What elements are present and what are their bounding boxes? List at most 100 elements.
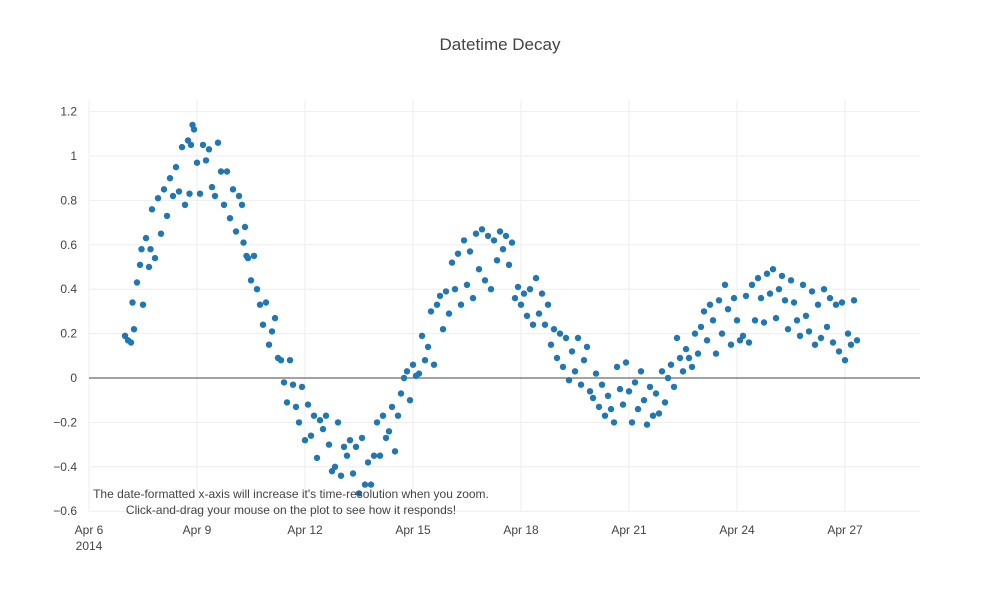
data-point bbox=[655, 410, 663, 417]
data-point bbox=[301, 437, 309, 444]
data-point bbox=[733, 317, 741, 324]
data-point bbox=[280, 379, 288, 386]
data-point bbox=[187, 141, 195, 149]
y-tick-label: 1.2 bbox=[60, 105, 77, 119]
x-tick-label: Apr 24 bbox=[719, 523, 755, 537]
data-point bbox=[646, 383, 654, 391]
data-point bbox=[538, 290, 546, 297]
data-point bbox=[775, 286, 783, 293]
data-point bbox=[556, 330, 564, 337]
data-point bbox=[262, 299, 270, 306]
data-point bbox=[394, 412, 402, 419]
data-point bbox=[640, 397, 648, 404]
data-point bbox=[304, 401, 312, 408]
data-point bbox=[571, 368, 579, 375]
data-point bbox=[460, 237, 468, 244]
data-point bbox=[691, 330, 699, 337]
y-tick-label: 0.2 bbox=[60, 327, 77, 341]
data-point bbox=[838, 299, 846, 306]
data-point bbox=[151, 254, 159, 262]
data-point bbox=[544, 301, 552, 308]
data-point bbox=[472, 230, 480, 237]
data-point bbox=[130, 326, 138, 333]
data-point bbox=[610, 419, 618, 426]
data-point bbox=[505, 261, 513, 268]
data-point bbox=[349, 470, 357, 477]
y-tick-label: 0.8 bbox=[60, 193, 77, 207]
data-point bbox=[586, 388, 594, 395]
data-point bbox=[337, 472, 345, 479]
data-point bbox=[511, 294, 519, 302]
data-point bbox=[502, 232, 510, 240]
data-point bbox=[202, 157, 210, 164]
data-point bbox=[346, 437, 354, 444]
data-point bbox=[547, 341, 555, 348]
data-point bbox=[397, 390, 405, 397]
data-point bbox=[721, 281, 729, 288]
data-point bbox=[169, 192, 177, 200]
data-point bbox=[772, 314, 780, 322]
data-point bbox=[619, 401, 627, 408]
data-point bbox=[799, 281, 807, 288]
data-point bbox=[439, 326, 447, 333]
data-point bbox=[241, 223, 249, 231]
x-tick-label: Apr 6 bbox=[75, 523, 104, 537]
data-point bbox=[295, 419, 303, 426]
x-tick-sublabel: 2014 bbox=[76, 539, 103, 553]
data-point bbox=[559, 363, 567, 371]
data-point bbox=[595, 403, 603, 411]
data-point bbox=[706, 301, 714, 308]
data-point bbox=[631, 379, 639, 386]
data-point bbox=[508, 239, 516, 246]
data-point bbox=[415, 370, 423, 377]
data-point bbox=[229, 186, 237, 193]
data-point bbox=[817, 334, 825, 342]
data-point bbox=[226, 215, 234, 222]
data-point bbox=[820, 286, 828, 293]
data-point bbox=[715, 297, 723, 304]
y-tick-label: −0.4 bbox=[53, 460, 77, 474]
data-point bbox=[754, 274, 762, 282]
data-point bbox=[307, 432, 315, 439]
data-point bbox=[138, 246, 145, 253]
data-point bbox=[172, 163, 180, 171]
data-point bbox=[805, 328, 813, 335]
data-point bbox=[277, 357, 285, 364]
data-point bbox=[382, 434, 390, 442]
data-point bbox=[391, 448, 399, 455]
data-point bbox=[421, 357, 429, 364]
data-point bbox=[186, 190, 193, 197]
data-point bbox=[292, 403, 300, 411]
data-point bbox=[400, 374, 408, 382]
data-point bbox=[136, 261, 144, 268]
data-point bbox=[745, 339, 753, 346]
data-point bbox=[424, 343, 432, 351]
data-point bbox=[352, 443, 360, 450]
data-point bbox=[814, 301, 822, 308]
data-point bbox=[532, 274, 540, 282]
data-point bbox=[604, 392, 612, 399]
data-point bbox=[388, 403, 396, 411]
data-point bbox=[679, 368, 687, 375]
data-point bbox=[850, 297, 858, 304]
data-point bbox=[649, 412, 657, 419]
data-point bbox=[826, 294, 834, 302]
data-point bbox=[310, 412, 318, 419]
x-tick-label: Apr 21 bbox=[611, 523, 647, 537]
data-point bbox=[148, 206, 156, 213]
data-point bbox=[574, 334, 582, 342]
data-point bbox=[490, 237, 498, 244]
data-point bbox=[271, 314, 279, 322]
data-point bbox=[163, 212, 171, 220]
data-point bbox=[841, 357, 849, 364]
y-axis-tick-labels: 1.2 1 0.8 0.6 0.4 0.2 0 −0.2 −0.4 −0.6 bbox=[53, 105, 77, 519]
data-point bbox=[802, 312, 810, 319]
x-axis-tick-labels: Apr 6 2014 Apr 9 Apr 12 Apr 15 Apr 18 Apr 21 Ap… bbox=[75, 523, 863, 553]
data-point bbox=[376, 452, 384, 459]
data-point bbox=[793, 317, 801, 324]
data-point bbox=[145, 263, 153, 271]
data-point bbox=[835, 348, 843, 355]
data-point bbox=[742, 292, 750, 300]
data-point bbox=[811, 341, 819, 348]
